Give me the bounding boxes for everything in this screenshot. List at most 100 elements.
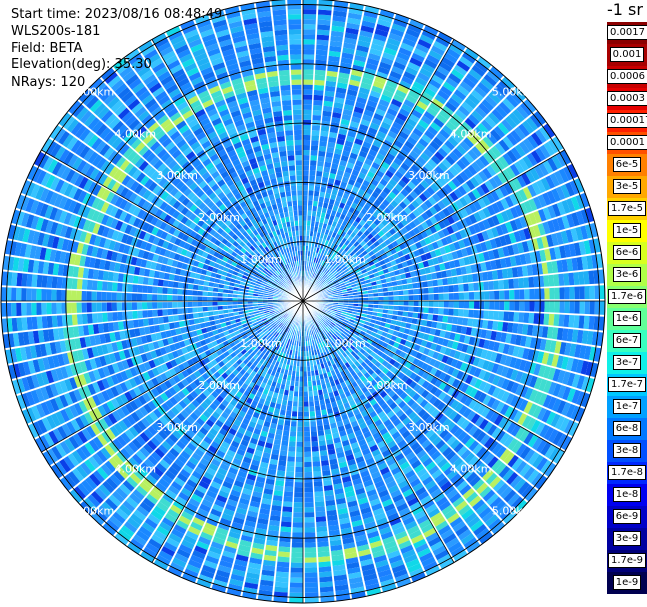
radar-gate: [315, 338, 320, 345]
radar-gate: [502, 322, 509, 333]
radar-gate: [538, 392, 548, 407]
radar-gate: [510, 369, 519, 382]
radar-gate: [403, 306, 409, 312]
radar-gate: [267, 432, 275, 439]
radar-gate: [358, 333, 365, 340]
radar-gate: [336, 399, 343, 407]
radar-gate: [324, 356, 330, 362]
radar-gate: [485, 409, 495, 421]
radar-gate: [433, 301, 439, 308]
radar-gate: [482, 394, 492, 406]
radar-gate: [505, 367, 514, 380]
radar-gate: [346, 561, 360, 570]
radar-gate: [357, 342, 365, 349]
radar-gate: [41, 315, 48, 329]
radar-gate: [500, 391, 510, 403]
radar-gate: [337, 425, 345, 433]
radar-gate: [332, 340, 338, 346]
radar-gate: [520, 484, 534, 499]
radar-gate: [460, 326, 468, 335]
radar-gate: [315, 410, 322, 417]
radar-gate: [292, 335, 296, 341]
radar-gate: [348, 301, 354, 304]
radar-gate: [352, 524, 365, 533]
radar-gate: [511, 457, 523, 471]
radar-gate: [576, 391, 586, 406]
radar-gate: [529, 301, 535, 312]
radar-gate: [419, 399, 429, 409]
radar-gate: [424, 443, 435, 453]
radar-gate: [457, 430, 468, 442]
radar-gate: [448, 454, 460, 465]
radar-gate: [303, 481, 313, 488]
radar-gate: [392, 405, 401, 414]
radar-gate: [468, 336, 476, 346]
radar-gate: [449, 492, 462, 504]
radar-gate: [497, 416, 508, 429]
radar-gate: [279, 531, 291, 538]
radar-gate: [303, 486, 314, 493]
radar-gate: [471, 428, 483, 440]
radar-gate: [435, 496, 448, 508]
radar-gate: [502, 343, 510, 355]
radar-gate: [433, 454, 445, 465]
radar-gate: [274, 434, 282, 441]
radar-gate: [325, 382, 331, 389]
radar-gate: [508, 408, 519, 421]
radar-gate: [514, 301, 520, 312]
radar-gate: [192, 307, 198, 313]
radar-gate: [356, 417, 365, 425]
radar-gate: [398, 426, 408, 435]
radar-gate: [287, 451, 296, 457]
radar-gate: [271, 504, 282, 512]
radar-gate: [522, 348, 530, 360]
radar-gate: [328, 316, 334, 321]
radar-gate: [527, 434, 539, 448]
radar-gate: [91, 302, 97, 313]
radar-gate: [490, 330, 497, 341]
radar-gate: [428, 395, 438, 405]
radar-gate: [578, 315, 585, 329]
radar-gate: [380, 353, 388, 360]
radar-gate: [348, 415, 357, 423]
radar-gate: [36, 288, 42, 301]
radar-gate: [373, 354, 381, 361]
radar-gate: [406, 335, 414, 342]
radar-gate: [432, 351, 440, 360]
radar-gate: [366, 587, 382, 597]
radar-gate: [410, 441, 421, 452]
radar-gate: [318, 319, 324, 325]
radar-gate: [345, 495, 357, 503]
radar-gate: [167, 294, 173, 301]
radar-gate: [289, 572, 303, 578]
radar-gate: [350, 316, 356, 321]
radar-gate: [363, 414, 371, 422]
radar-gate: [246, 567, 261, 575]
radar-gate: [342, 480, 353, 488]
radar-gate: [363, 304, 369, 308]
radar-gate: [496, 364, 505, 376]
radar-gate: [503, 311, 510, 322]
radar-gate: [411, 318, 418, 325]
radar-gate: [303, 471, 313, 478]
radar-gate: [451, 496, 465, 508]
radar-gate: [317, 551, 330, 558]
radar-gate: [274, 586, 288, 593]
radar-gate: [284, 384, 290, 391]
radar-gate: [177, 314, 184, 321]
radar-gate: [367, 368, 375, 376]
radar-gate: [147, 277, 154, 286]
radar-gate: [317, 337, 322, 344]
radar-gate: [21, 302, 27, 316]
radar-gate: [303, 351, 306, 357]
radar-gate: [360, 506, 372, 515]
radar-gate: [310, 365, 315, 372]
radar-gate: [440, 528, 454, 541]
radar-gate: [535, 439, 548, 454]
radar-gate: [540, 441, 552, 456]
radar-gate: [423, 402, 433, 412]
radar-gate: [345, 341, 352, 348]
radar-gate: [492, 320, 499, 331]
radar-gate: [330, 468, 340, 475]
radar-gate: [321, 465, 330, 472]
